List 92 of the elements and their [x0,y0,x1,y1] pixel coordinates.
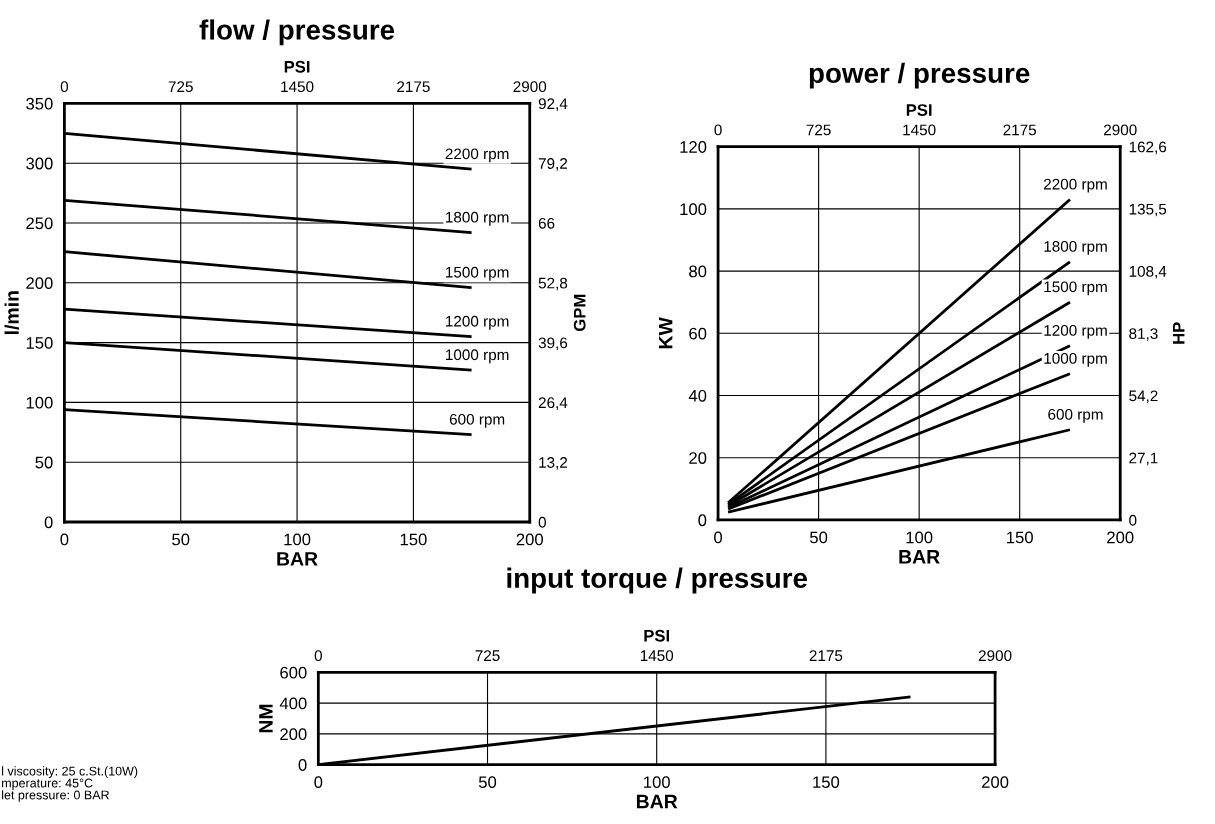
x-tick-label: 200 [1107,531,1134,544]
y-tick-label: 0 [44,516,53,529]
y-tick-label: 40 [688,389,707,402]
series-label: 2200 rpm [445,148,509,163]
y2-tick-label: 13,2 [539,457,568,470]
x-tick-label: 100 [906,531,933,544]
y-tick-label: 250 [26,217,53,230]
y-tick-label: 100 [26,396,53,409]
text: mperature: 45°C [2,778,93,790]
x2-tick-label: 2175 [1003,124,1037,136]
x2-axis-title: PSI [906,104,932,116]
x-tick-label: 0 [314,776,323,789]
y2-tick-label: 0 [1129,514,1137,526]
y2-tick-label: 92,4 [538,98,568,111]
y-tick-label: 50 [35,456,53,469]
x-axis-title: BAR [277,552,318,566]
y-tick-label: 100 [680,203,707,216]
x2-tick-label: 2175 [809,650,843,662]
x2-tick-label: 725 [806,124,831,136]
x-tick-label: 0 [714,531,723,544]
y-tick-label: 20 [689,452,707,464]
y2-tick-label: 0 [538,516,546,528]
series-label: 1500 rpm [446,266,509,281]
series-label: 2200 rpm [1044,178,1107,193]
x2-tick-label: 0 [314,650,322,662]
x2-tick-label: 725 [168,81,193,93]
x-tick-label: 50 [810,531,828,544]
chart-title: flow / pressure [199,19,395,46]
x-tick-label: 50 [478,776,497,789]
x2-tick-label: 2900 [1104,124,1137,136]
y-axis-title: l/min [4,291,20,335]
series-label: 600 rpm [449,413,505,428]
y-tick-label: 0 [298,759,307,771]
x2-tick-label: 0 [714,124,722,136]
y-tick-label: 0 [698,514,707,527]
x-tick-label: 0 [60,533,69,546]
x-tick-label: 200 [516,533,543,546]
y2-tick-label: 66 [538,217,555,229]
x-tick-label: 150 [813,776,840,789]
chart-title: input torque / pressure [507,567,808,594]
x-axis-title: BAR [899,550,940,564]
series-label: 1000 rpm [446,349,509,364]
x-tick-label: 50 [172,533,190,546]
x2-tick-label: 1450 [903,124,936,136]
y2-tick-label: 27,1 [1129,452,1158,466]
series-label: 1800 rpm [446,211,509,226]
x2-tick-label: 0 [60,81,69,93]
text: let pressure: 0 BAR [2,790,110,802]
series-label: 1000 rpm [1044,352,1107,367]
x2-tick-label: 1450 [281,81,314,93]
y-tick-label: 300 [26,157,53,170]
x2-tick-label: 2900 [513,81,547,93]
series-label: 1200 rpm [446,315,509,330]
y2-tick-label: 108,4 [1129,265,1167,279]
y2-tick-label: 81,3 [1129,328,1158,341]
y2-tick-label: 54,2 [1129,390,1158,404]
x-axis-title: BAR [636,794,678,809]
chart-title: power / pressure [809,62,1030,89]
x2-tick-label: 725 [475,650,500,662]
y2-tick-label: 162,6 [1129,141,1167,155]
y2-tick-label: 52,8 [538,277,568,291]
series-label: 600 rpm [1048,408,1103,423]
x2-tick-label: 2175 [397,81,430,93]
series-label: 1500 rpm [1044,281,1107,296]
x2-tick-label: 1450 [640,650,674,662]
y-tick-label: 350 [26,97,53,110]
y-tick-label: 600 [280,666,307,679]
x2-tick-label: 2900 [978,650,1012,662]
y2-tick-label: 135,5 [1129,203,1167,217]
y2-tick-label: 39,6 [538,337,568,351]
x-tick-label: 100 [644,776,670,789]
y-axis-title: NM [259,704,273,733]
y2-tick-label: 79,2 [538,158,568,171]
y-tick-label: 400 [279,697,307,710]
y-tick-label: 150 [26,337,53,349]
series-label: 1200 rpm [1044,324,1107,339]
x2-axis-title: PSI [284,60,310,73]
y2-tick-label: 26,4 [538,397,568,410]
y2-axis-title: HP [1172,322,1185,344]
y2-axis-title: GPM [573,294,586,331]
series-label: 1800 rpm [1044,240,1107,255]
x-tick-label: 150 [1007,531,1033,544]
y-axis-title: KW [658,317,673,349]
y-tick-label: 200 [26,277,53,290]
y-tick-label: 120 [680,141,707,153]
text: l viscosity: 25 c.St.(10W) [2,766,138,778]
x-tick-label: 150 [400,533,427,546]
y-tick-label: 200 [280,728,307,741]
y-tick-label: 60 [689,327,707,340]
x2-axis-title: PSI [644,629,670,642]
x-tick-label: 200 [982,776,1009,789]
y-tick-label: 80 [689,265,707,278]
